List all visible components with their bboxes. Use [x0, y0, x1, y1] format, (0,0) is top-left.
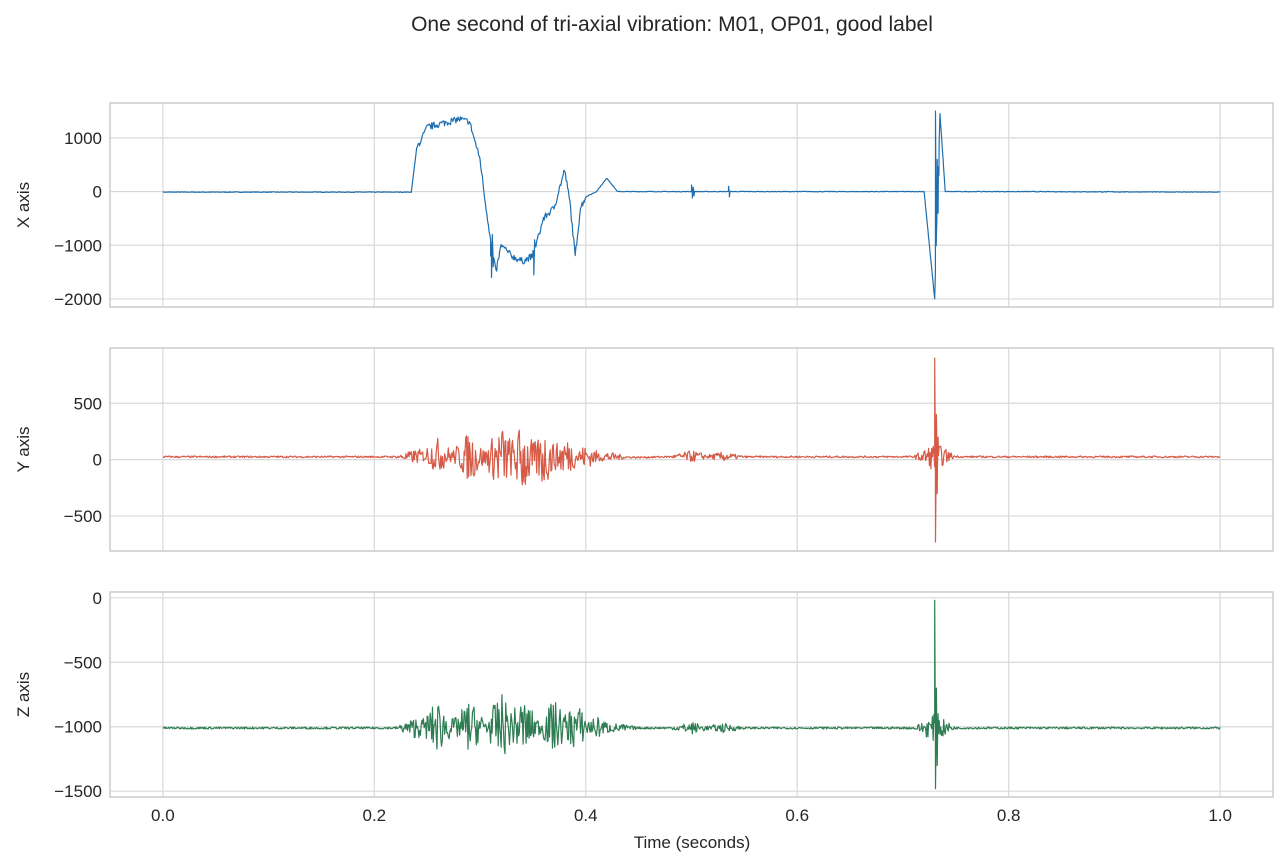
- panel-3-frame: [109, 591, 1274, 798]
- panel-1-ytick-label: −1000: [54, 236, 102, 255]
- panel-1-ylabel: X axis: [14, 182, 33, 228]
- x-axis-label: Time (seconds): [634, 833, 751, 852]
- panel-2-background: [110, 348, 1273, 551]
- panel-2-ytick-label: 500: [74, 394, 102, 413]
- panel-2-signal-line: [162, 357, 1221, 543]
- panel-1-ytick-label: −2000: [54, 290, 102, 309]
- panel-1-ytick-label: 0: [93, 183, 102, 202]
- panel-1-signal-line: [162, 110, 1221, 300]
- panels: 1000 0 −1000 −2000 X axis 500 0 −500 Y axis 0 −500…: [14, 102, 1274, 825]
- panel-3-ytick-label: −1000: [54, 718, 102, 737]
- x-tick-label: 0.8: [997, 806, 1021, 825]
- panel-2-frame: [109, 347, 1274, 552]
- panel-1-background: [110, 103, 1273, 307]
- x-tick-label: 0.2: [362, 806, 386, 825]
- panel-3-ylabel: Z axis: [14, 672, 33, 717]
- x-tick-label: 0.0: [151, 806, 175, 825]
- panel-2-ytick-label: 0: [93, 451, 102, 470]
- panel-3-background: [110, 592, 1273, 797]
- chart-title: One second of tri-axial vibration: M01, …: [411, 13, 933, 36]
- panel-3-ytick-label: −500: [64, 653, 102, 672]
- panel-2-ylabel: Y axis: [14, 427, 33, 473]
- panel-3-signal-line: [162, 599, 1221, 790]
- x-tick-label: 0.6: [785, 806, 809, 825]
- panel-1-ytick-label: 1000: [64, 129, 102, 148]
- panel-1-frame: [109, 102, 1274, 308]
- x-tick-label: 1.0: [1208, 806, 1232, 825]
- panel-3-ytick-label: −1500: [54, 782, 102, 801]
- panel-3-ytick-label: 0: [93, 589, 102, 608]
- panel-2-ytick-label: −500: [64, 507, 102, 526]
- x-tick-label: 0.4: [574, 806, 598, 825]
